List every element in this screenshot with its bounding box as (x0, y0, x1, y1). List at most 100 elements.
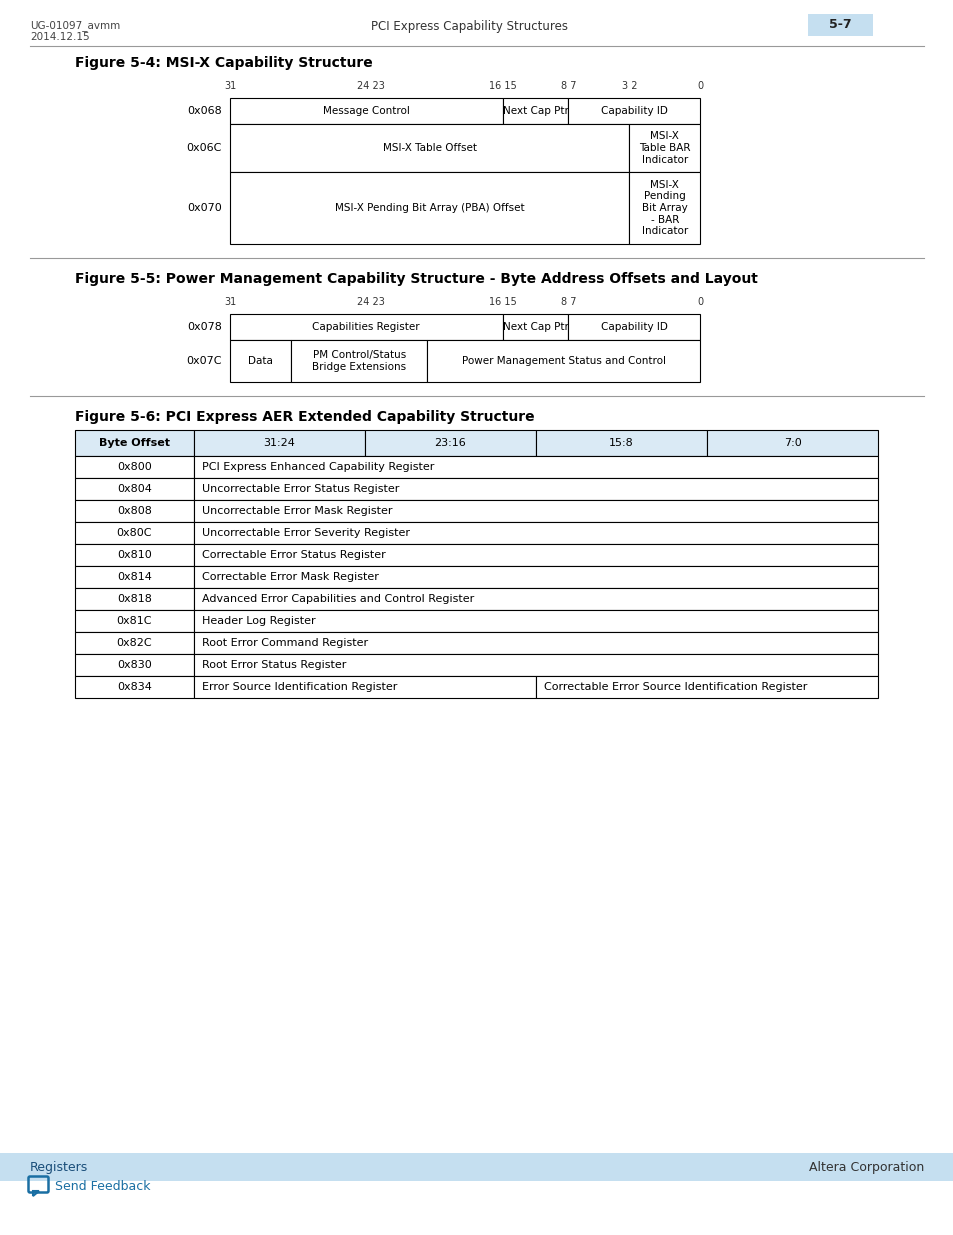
Bar (427, 340, 700, 382)
Bar (193, 676, 536, 698)
Text: 24 23: 24 23 (356, 296, 384, 308)
Text: Uncorrectable Error Status Register: Uncorrectable Error Status Register (202, 484, 398, 494)
Bar (230, 98, 502, 124)
Text: 0: 0 (697, 82, 702, 91)
Text: 16 15: 16 15 (488, 296, 516, 308)
Text: 31: 31 (224, 82, 236, 91)
Text: Root Error Status Register: Root Error Status Register (202, 659, 346, 671)
Text: MSI-X Pending Bit Array (PBA) Offset: MSI-X Pending Bit Array (PBA) Offset (335, 203, 524, 212)
Text: Advanced Error Capabilities and Control Register: Advanced Error Capabilities and Control … (202, 594, 474, 604)
Text: Figure 5-6: PCI Express AER Extended Capability Structure: Figure 5-6: PCI Express AER Extended Cap… (75, 410, 534, 424)
Text: 7:0: 7:0 (782, 438, 801, 448)
Text: 8 7: 8 7 (560, 82, 576, 91)
Text: Uncorrectable Error Mask Register: Uncorrectable Error Mask Register (202, 506, 392, 516)
Bar (629, 124, 700, 172)
Text: MSI-X
Table BAR
Indicator: MSI-X Table BAR Indicator (639, 131, 690, 164)
Bar (193, 588, 877, 610)
Text: PCI Express Enhanced Capability Register: PCI Express Enhanced Capability Register (202, 462, 434, 472)
Text: Next Cap Ptr: Next Cap Ptr (502, 106, 568, 116)
Text: Root Error Command Register: Root Error Command Register (202, 638, 368, 648)
Bar (230, 172, 629, 245)
Bar (706, 430, 877, 456)
Text: 2014.12.15: 2014.12.15 (30, 32, 90, 42)
Text: 0x808: 0x808 (117, 506, 152, 516)
Text: Capability ID: Capability ID (600, 322, 667, 332)
Text: 0x81C: 0x81C (116, 616, 152, 626)
Bar (193, 610, 877, 632)
Text: PM Control/Status
Bridge Extensions: PM Control/Status Bridge Extensions (312, 351, 406, 372)
Bar (75, 500, 193, 522)
Text: 31:24: 31:24 (263, 438, 295, 448)
Bar (193, 566, 877, 588)
Text: 0x818: 0x818 (117, 594, 152, 604)
Bar (0, 1153, 953, 1181)
Text: Byte Offset: Byte Offset (99, 438, 170, 448)
Text: 16 15: 16 15 (488, 82, 516, 91)
Text: Error Source Identification Register: Error Source Identification Register (202, 682, 396, 692)
Text: Uncorrectable Error Severity Register: Uncorrectable Error Severity Register (202, 529, 410, 538)
Bar (230, 340, 291, 382)
Bar (193, 655, 877, 676)
Text: Correctable Error Status Register: Correctable Error Status Register (202, 550, 385, 559)
Bar (193, 500, 877, 522)
Text: 23:16: 23:16 (434, 438, 466, 448)
Bar (75, 655, 193, 676)
Text: 0x068: 0x068 (187, 106, 222, 116)
Text: UG-01097_avmm: UG-01097_avmm (30, 20, 120, 31)
Bar (193, 430, 364, 456)
Bar (502, 314, 568, 340)
Text: 3 2: 3 2 (621, 82, 637, 91)
Text: 0x804: 0x804 (117, 484, 152, 494)
Bar (75, 676, 193, 698)
Text: 8 7: 8 7 (560, 296, 576, 308)
Bar (193, 632, 877, 655)
Bar (536, 430, 706, 456)
Text: 5-7: 5-7 (828, 19, 850, 32)
Text: Registers: Registers (30, 1161, 89, 1173)
Bar (75, 522, 193, 543)
Bar (75, 610, 193, 632)
Text: 0x82C: 0x82C (116, 638, 152, 648)
Text: Figure 5-5: Power Management Capability Structure - Byte Address Offsets and Lay: Figure 5-5: Power Management Capability … (75, 272, 757, 287)
Text: Figure 5-4: MSI-X Capability Structure: Figure 5-4: MSI-X Capability Structure (75, 56, 373, 70)
Text: 0x834: 0x834 (117, 682, 152, 692)
Bar (193, 543, 877, 566)
Bar (230, 124, 629, 172)
Bar (807, 14, 872, 36)
Text: 0x814: 0x814 (117, 572, 152, 582)
Bar (291, 340, 427, 382)
Bar (568, 314, 700, 340)
Bar (75, 478, 193, 500)
Bar (75, 632, 193, 655)
Bar (75, 566, 193, 588)
Text: Header Log Register: Header Log Register (202, 616, 315, 626)
Bar (75, 543, 193, 566)
Bar (629, 172, 700, 245)
Bar (193, 478, 877, 500)
Text: 0x830: 0x830 (117, 659, 152, 671)
Text: Capability ID: Capability ID (600, 106, 667, 116)
Text: MSI-X Table Offset: MSI-X Table Offset (382, 143, 476, 153)
Text: Next Cap Ptr: Next Cap Ptr (502, 322, 568, 332)
Text: Power Management Status and Control: Power Management Status and Control (461, 356, 665, 366)
Bar (75, 456, 193, 478)
Bar (193, 456, 877, 478)
Text: Altera Corporation: Altera Corporation (808, 1161, 923, 1173)
Text: 15:8: 15:8 (608, 438, 633, 448)
Text: PCI Express Capability Structures: PCI Express Capability Structures (371, 20, 568, 33)
Text: MSI-X
Pending
Bit Array
- BAR
Indicator: MSI-X Pending Bit Array - BAR Indicator (641, 180, 687, 236)
Bar (364, 430, 536, 456)
Text: 0x800: 0x800 (117, 462, 152, 472)
Bar (75, 430, 193, 456)
Text: Capabilities Register: Capabilities Register (313, 322, 419, 332)
Bar (193, 522, 877, 543)
Text: Correctable Error Source Identification Register: Correctable Error Source Identification … (543, 682, 806, 692)
Bar (536, 676, 877, 698)
Text: 0x078: 0x078 (187, 322, 222, 332)
Text: 0x070: 0x070 (187, 203, 222, 212)
Text: 0: 0 (697, 296, 702, 308)
Text: 24 23: 24 23 (356, 82, 384, 91)
Bar (75, 588, 193, 610)
Text: 31: 31 (224, 296, 236, 308)
Text: 0x06C: 0x06C (187, 143, 222, 153)
